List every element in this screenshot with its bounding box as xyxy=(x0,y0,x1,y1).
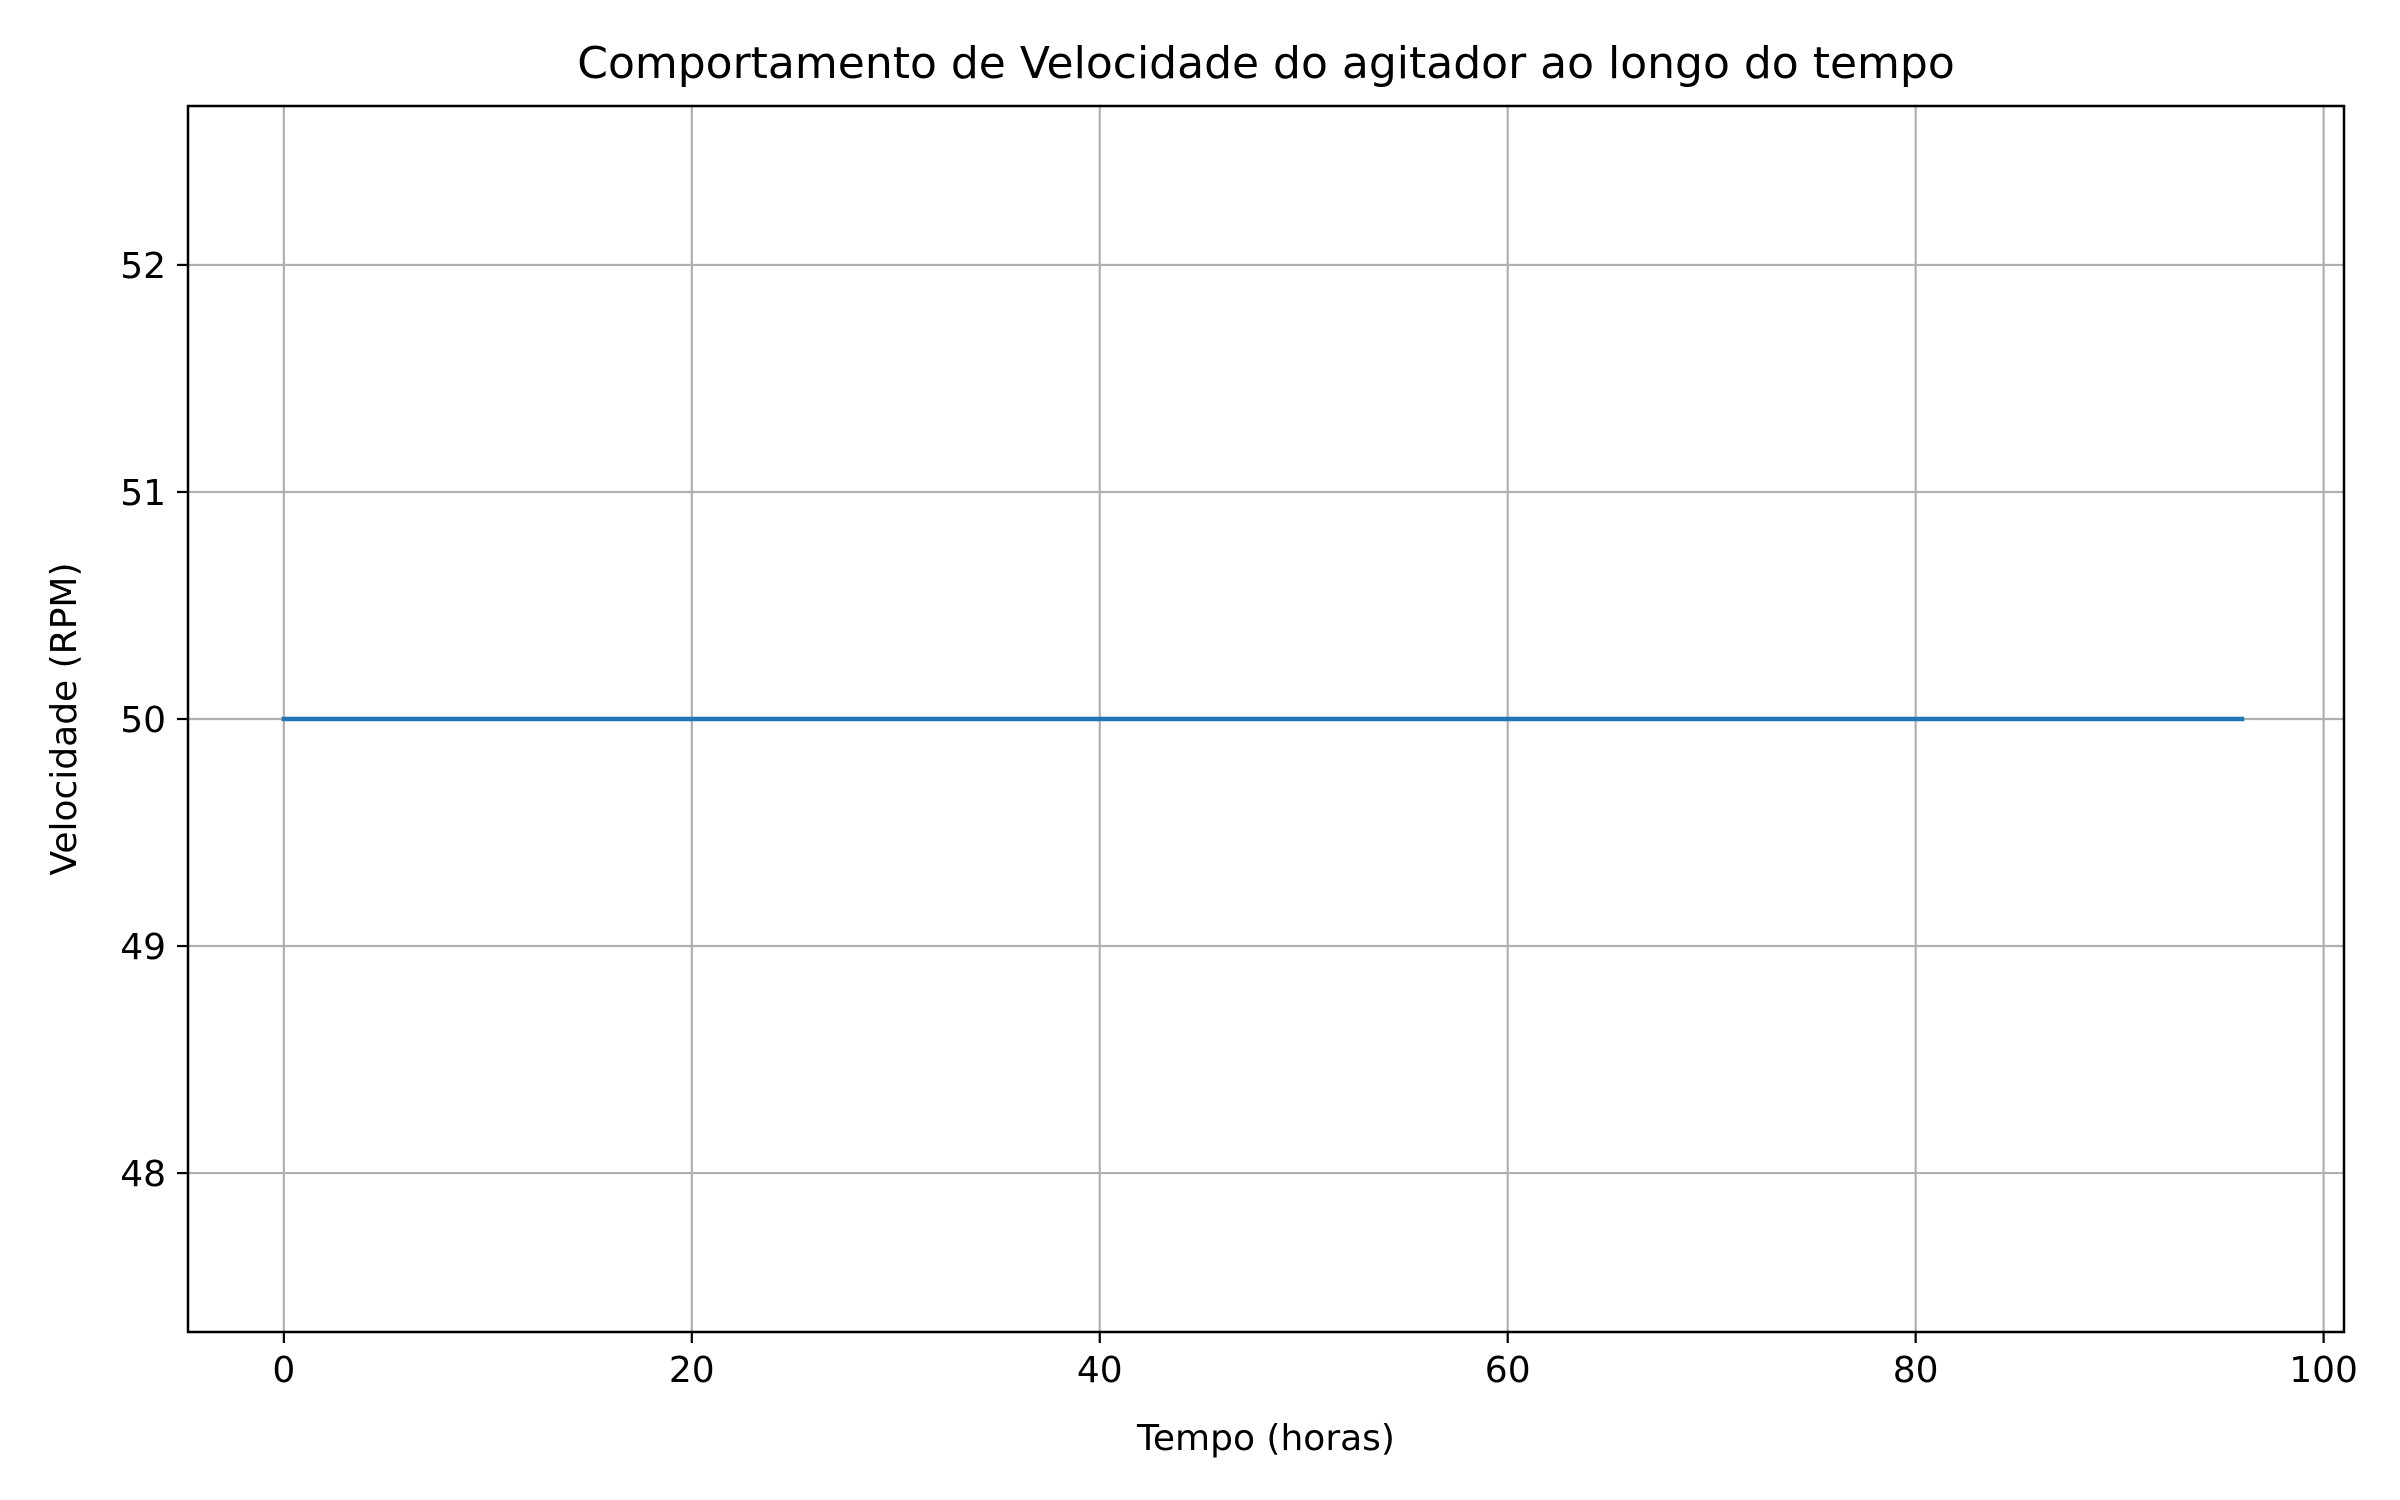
x-tick-label: 100 xyxy=(2289,1350,2358,1391)
x-tick-label: 80 xyxy=(1893,1350,1939,1391)
y-tick-label: 51 xyxy=(120,473,166,514)
x-axis-title: Tempo (horas) xyxy=(1136,1418,1395,1459)
y-tick-label: 52 xyxy=(120,246,166,287)
x-tick-label: 0 xyxy=(272,1350,295,1391)
x-tick-label: 40 xyxy=(1077,1350,1123,1391)
y-tick-label: 48 xyxy=(120,1154,166,1195)
x-tick-label: 60 xyxy=(1485,1350,1531,1391)
ticks: 0 20 40 60 80 100 48 49 50 51 52 xyxy=(120,246,2358,1391)
chart-title: Comportamento de Velocidade do agitador … xyxy=(577,38,1955,89)
y-tick-label: 50 xyxy=(120,700,166,741)
y-tick-label: 49 xyxy=(120,927,166,968)
x-tick-label: 20 xyxy=(669,1350,715,1391)
y-axis-title: Velocidade (RPM) xyxy=(44,562,85,875)
